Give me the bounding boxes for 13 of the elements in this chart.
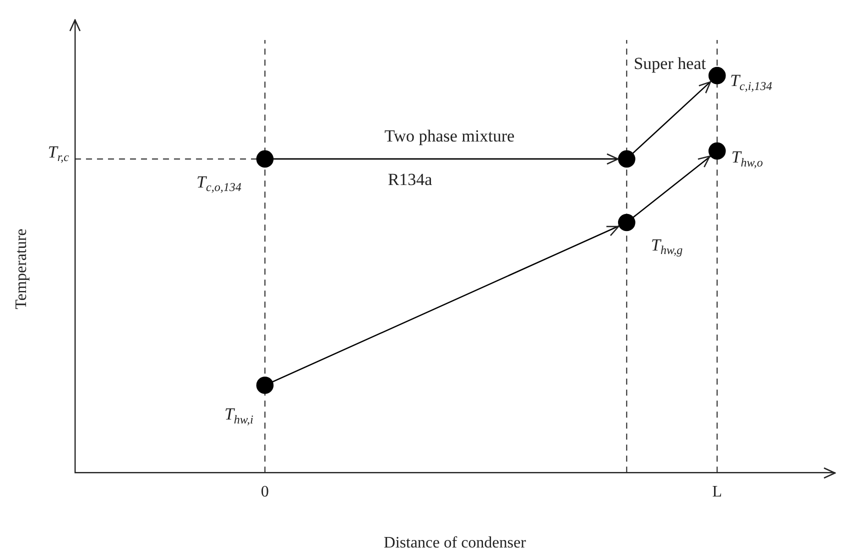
x-tick-label: 0 [260,483,269,500]
point [256,376,274,394]
point [708,142,726,160]
point [618,214,636,232]
x-axis-title: Distance of condenser [384,534,527,552]
text: Temperature [13,228,30,310]
point [708,66,726,84]
x-tick-label: L [712,483,722,500]
point [618,150,636,168]
annotation: R134a [388,170,433,190]
annotation: Two phase mixture [384,126,515,146]
text: Super heat [634,54,706,73]
point [256,150,274,168]
